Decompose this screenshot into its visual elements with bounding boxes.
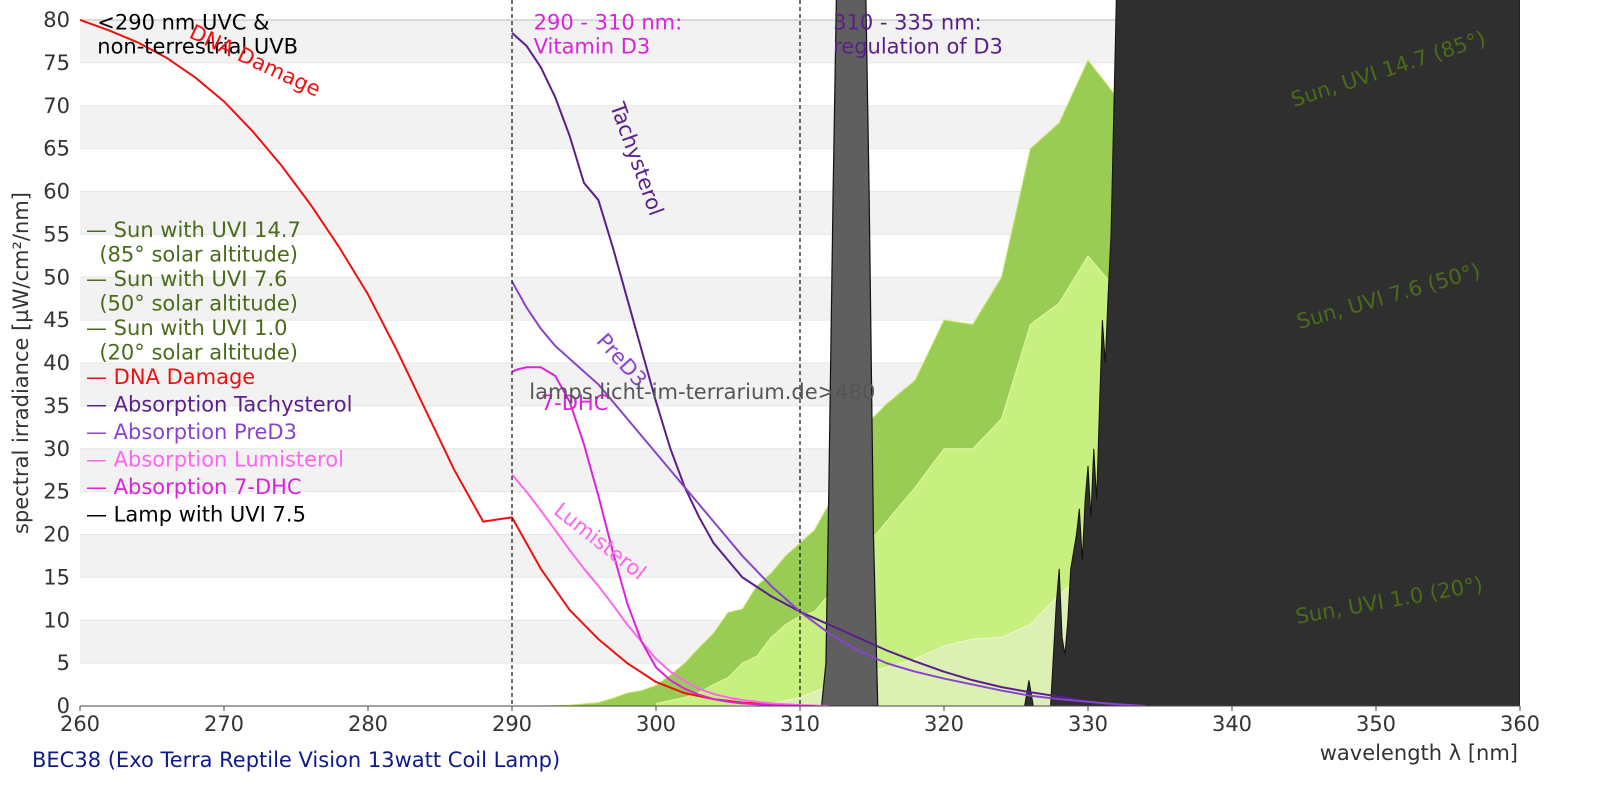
x-tick-label: 310 [780, 712, 820, 736]
y-tick-label: 15 [43, 565, 70, 589]
region-label-line: 290 - 310 nm: [534, 10, 683, 34]
watermark: lamps.licht-im-terrarium.de>480 [529, 380, 875, 404]
legend-item-label: — Absorption PreD3 [86, 420, 297, 444]
legend-item-label: — Sun with UVI 14.7 [86, 218, 301, 242]
y-tick-label: 45 [43, 308, 70, 332]
region-label-line: non-terrestrial UVB [97, 34, 298, 58]
x-tick-label: 330 [1068, 712, 1108, 736]
legend-item-label: (50° solar altitude) [86, 292, 298, 316]
region-label-line: regulation of D3 [833, 34, 1003, 58]
x-tick-label: 340 [1212, 712, 1252, 736]
y-tick-label: 50 [43, 265, 70, 289]
x-tick-label: 350 [1356, 712, 1396, 736]
lamp-with-uvi-7-5-area [1024, 0, 1520, 706]
region-label-line: <290 nm UVC & [97, 10, 269, 34]
legend-item-label: (20° solar altitude) [86, 341, 298, 365]
y-tick-label: 55 [43, 222, 70, 246]
spectrum-areas [512, 0, 1520, 706]
y-tick-label: 35 [43, 394, 70, 418]
y-tick-label: 5 [57, 651, 70, 675]
x-tick-label: 270 [204, 712, 244, 736]
legend-item-label: — Sun with UVI 1.0 [86, 316, 288, 340]
y-tick-label: 80 [43, 8, 70, 32]
y-tick-label: 25 [43, 480, 70, 504]
region-label: 290 - 310 nm: Vitamin D3 [534, 10, 683, 58]
absorption-lumisterol-line [511, 473, 829, 706]
curve-label: 7-DHC [541, 391, 609, 415]
x-tick-label: 280 [348, 712, 388, 736]
region-label: <290 nm UVC & non-terrestrial UVB [97, 10, 298, 58]
y-tick-label: 10 [43, 608, 70, 632]
y-tick-label: 0 [57, 694, 70, 718]
lamp-title: BEC38 (Exo Terra Reptile Vision 13watt C… [32, 748, 560, 772]
region-label: 310 - 335 nm: regulation of D3 [833, 10, 1003, 58]
y-tick-label: 65 [43, 137, 70, 161]
region-label-line: 310 - 335 nm: [833, 10, 982, 34]
x-axis-label: wavelength λ [nm] [1320, 741, 1518, 765]
axes: 260 270 280 290 300 310 320 330 340 350 360 0 5 10 15 2… [43, 8, 1540, 736]
y-tick-label: 40 [43, 351, 70, 375]
y-tick-label: 75 [43, 51, 70, 75]
x-tick-label: 260 [60, 712, 100, 736]
legend-item-label: — Absorption 7-DHC [86, 475, 302, 499]
x-tick-label: 360 [1500, 712, 1540, 736]
absorption-tachysterol-line [511, 32, 1117, 706]
legend-item-label: — Absorption Lumisterol [86, 448, 344, 472]
legend-item-label: — DNA Damage [86, 365, 255, 389]
absorption-7-dhc-line [511, 366, 815, 706]
region-label-line: Vitamin D3 [534, 34, 651, 58]
legend-item-label: (85° solar altitude) [86, 243, 298, 267]
y-tick-label: 30 [43, 437, 70, 461]
y-axis-label: spectral irradiance [µW/cm²/nm] [9, 192, 33, 534]
absorption-pred3-line [511, 281, 1146, 706]
x-tick-label: 290 [492, 712, 532, 736]
dna-damage-line [80, 19, 801, 706]
lamp-with-uvi-7-5-peak [820, 0, 879, 706]
y-tick-label: 60 [43, 180, 70, 204]
y-tick-label: 70 [43, 94, 70, 118]
absorption-curves [80, 19, 1146, 706]
legend-item-label: — Lamp with UVI 7.5 [86, 503, 306, 527]
x-tick-label: 300 [636, 712, 676, 736]
y-tick-label: 20 [43, 523, 70, 547]
region-dividers [511, 0, 801, 706]
legend-item-label: — Sun with UVI 7.6 [86, 267, 288, 291]
x-tick-label: 320 [924, 712, 964, 736]
legend-item-label: — Absorption Tachysterol [86, 393, 352, 417]
